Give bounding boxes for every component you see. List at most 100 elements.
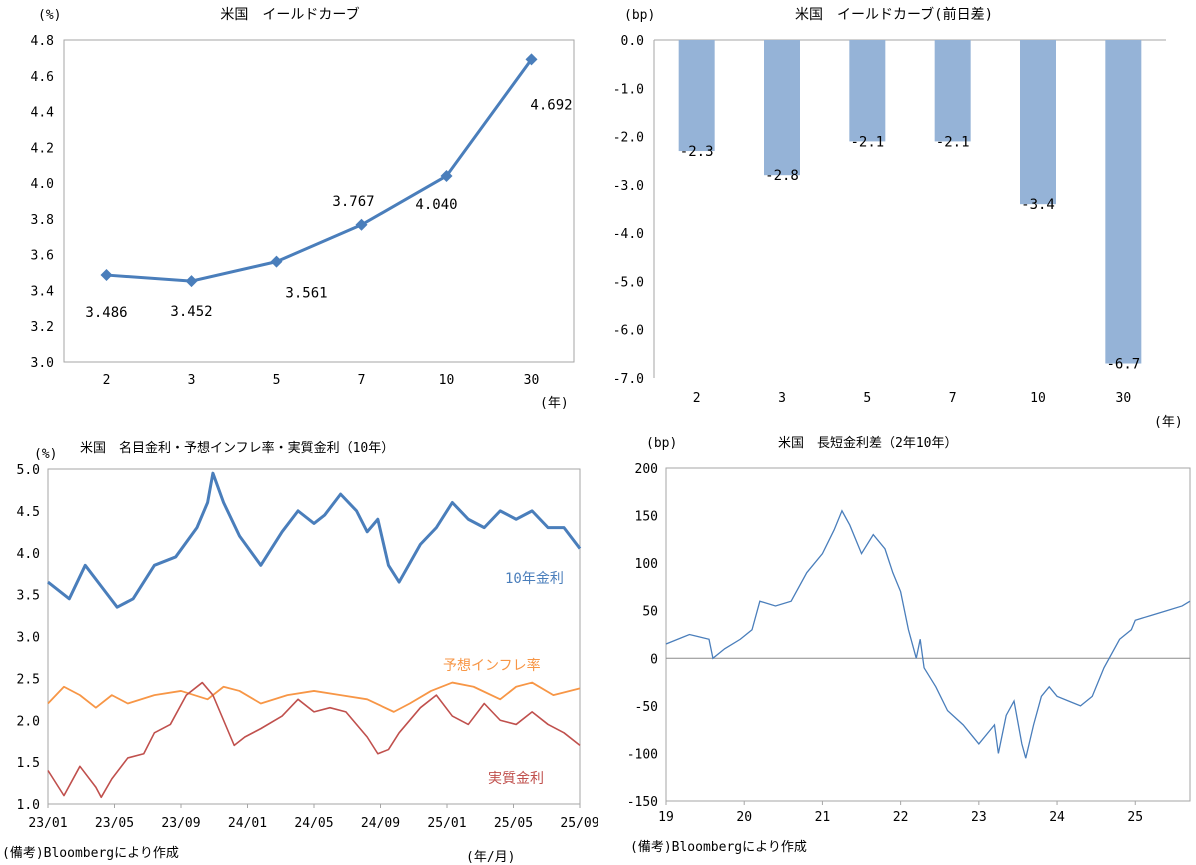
y-tick-label: -100 <box>627 747 658 762</box>
y-tick-label: 2.0 <box>17 714 40 729</box>
y-tick-label: 4.5 <box>17 505 40 520</box>
x-tick-label: 24 <box>1049 810 1065 825</box>
y-tick-label: -6.0 <box>613 324 644 339</box>
x-tick-label: 19 <box>658 810 674 825</box>
x-tick-label: 5 <box>863 391 871 406</box>
bar-value-label: -2.1 <box>936 134 970 150</box>
data-label: 3.486 <box>85 305 127 321</box>
y-tick-label: 0 <box>650 652 658 667</box>
x-tick-label: 23/09 <box>161 816 200 831</box>
yield-change-xlabel: (年) <box>1154 415 1183 430</box>
data-label: 3.767 <box>332 194 374 210</box>
x-tick-label: 23/05 <box>95 816 134 831</box>
y-tick-label: 3.2 <box>31 320 54 335</box>
x-tick-label: 20 <box>736 810 752 825</box>
y-tick-label: 150 <box>635 510 658 525</box>
x-tick-label: 24/01 <box>228 816 267 831</box>
x-tick-label: 3 <box>188 373 196 388</box>
y-tick-label: 3.0 <box>31 356 54 371</box>
data-label: 3.561 <box>285 286 327 302</box>
y-tick-label: 4.2 <box>31 141 54 156</box>
spread-chart: 米国 長短金利差（2年10年） (bp) 200 150 100 50 0 -50 -100… <box>627 435 1191 825</box>
y-tick-label: 2.5 <box>17 672 40 687</box>
bar <box>849 40 886 142</box>
x-tick-label: 7 <box>949 391 957 406</box>
data-label: 4.040 <box>415 197 457 213</box>
legend-nominal: 10年金利 <box>505 571 564 587</box>
spread-ylabel: (bp) <box>646 436 677 451</box>
bar <box>1105 40 1142 364</box>
x-tick-label: 10 <box>439 373 455 388</box>
y-tick-label: -50 <box>635 700 658 715</box>
spread-title: 米国 長短金利差（2年10年） <box>778 435 957 451</box>
x-tick-label: 24/09 <box>361 816 400 831</box>
y-tick-label: 3.5 <box>17 589 40 604</box>
y-tick-label: -4.0 <box>613 227 644 242</box>
x-tick-label: 30 <box>524 373 540 388</box>
data-point-marker <box>355 218 368 231</box>
y-tick-label: 3.8 <box>31 213 54 228</box>
bar <box>1020 40 1056 205</box>
yield-curve-xlabel: (年) <box>540 396 569 411</box>
data-point-marker <box>185 275 198 288</box>
x-tick-label: 25 <box>1127 810 1143 825</box>
nominal-real-plot-frame <box>47 468 581 805</box>
y-tick-label: 4.0 <box>17 547 40 562</box>
yield-curve-plot-frame <box>63 39 575 363</box>
y-tick-label: 4.8 <box>31 34 54 49</box>
x-tick-label: 2 <box>103 373 111 388</box>
yield-change-title: 米国 イールドカーブ(前日差) <box>795 6 993 23</box>
spread-plot-frame <box>665 467 1191 802</box>
nominal-real-chart: 米国 名目金利・予想インフレ率・実質金利（10年） (%) 1.0 1.5 2.0 2… <box>17 440 598 831</box>
y-tick-label: 3.0 <box>17 631 40 646</box>
series-line-1 <box>47 681 581 713</box>
data-point-marker <box>440 169 453 182</box>
x-tick-label: 24/05 <box>294 816 333 831</box>
y-tick-label: 3.4 <box>31 284 55 299</box>
y-tick-label: 4.6 <box>31 70 54 85</box>
bar <box>934 40 971 142</box>
x-tick-label: 21 <box>815 810 831 825</box>
y-tick-label: -1.0 <box>613 82 644 97</box>
x-tick-label: 25/01 <box>427 816 466 831</box>
x-tick-label: 23 <box>971 810 987 825</box>
data-label: 4.692 <box>530 97 572 113</box>
bar-value-label: -2.1 <box>850 134 884 150</box>
y-tick-label: -2.0 <box>613 131 644 146</box>
nominal-real-ylabel: (%) <box>34 447 57 462</box>
yield-curve-line <box>106 58 533 283</box>
legend-real: 実質金利 <box>488 771 544 787</box>
year-month-unit: (年/月) <box>466 850 516 865</box>
bar-value-label: -6.7 <box>1106 357 1140 373</box>
spread-series-line <box>665 509 1191 759</box>
x-tick-label: 10 <box>1030 391 1046 406</box>
y-tick-label: -7.0 <box>613 372 644 387</box>
bar <box>678 40 715 152</box>
bar <box>764 40 800 176</box>
y-tick-label: -150 <box>627 795 658 810</box>
x-tick-label: 25/09 <box>560 816 598 831</box>
legend-inflation: 予想インフレ率 <box>443 657 541 674</box>
y-tick-label: 1.5 <box>17 756 40 771</box>
yield-curve-title: 米国 イールドカーブ <box>220 6 359 23</box>
nominal-real-title: 米国 名目金利・予想インフレ率・実質金利（10年） <box>80 440 394 456</box>
series-line-0 <box>47 471 582 609</box>
y-tick-label: 1.0 <box>17 798 40 813</box>
bar-value-label: -3.4 <box>1021 197 1055 213</box>
x-tick-label: 5 <box>273 373 281 388</box>
x-tick-label: 23/01 <box>28 816 67 831</box>
yield-curve-chart: 米国 イールドカーブ (%) 3.0 3.2 3.4 3.6 3.8 4.0 4.2 4.4 4… <box>31 6 575 411</box>
x-tick-label: 7 <box>358 373 366 388</box>
y-tick-label: 0.0 <box>621 34 644 49</box>
x-tick-label: 25/05 <box>494 816 533 831</box>
note-right: (備考)Bloombergにより作成 <box>630 840 807 855</box>
x-tick-label: 30 <box>1116 391 1132 406</box>
data-point-marker <box>270 255 283 268</box>
y-tick-label: 4.4 <box>31 106 55 121</box>
y-tick-label: 5.0 <box>17 463 40 478</box>
x-tick-label: 3 <box>778 391 786 406</box>
yield-curve-ylabel: (%) <box>38 8 61 23</box>
data-point-marker <box>525 53 538 66</box>
data-point-marker <box>100 269 113 282</box>
data-label: 3.452 <box>170 304 212 320</box>
